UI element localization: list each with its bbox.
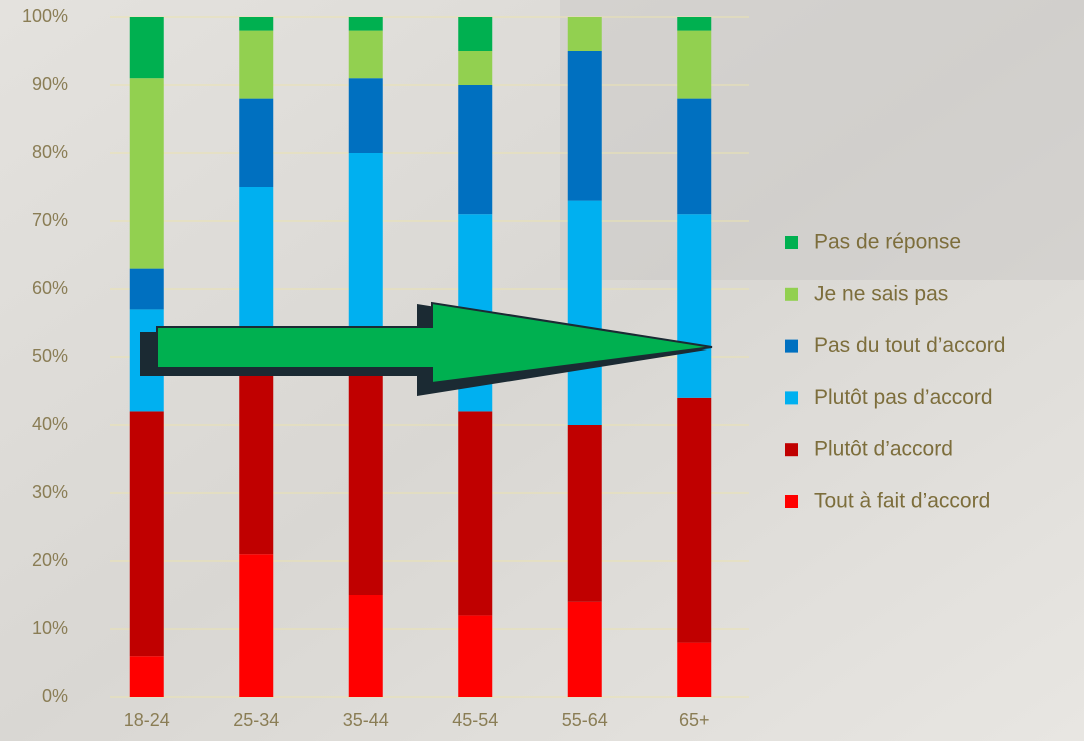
y-tick-label: 100% (22, 6, 68, 26)
bar-segment (129, 268, 164, 310)
bar-segment (348, 30, 383, 79)
y-tick-label: 10% (32, 618, 68, 638)
y-tick-label: 80% (32, 142, 68, 162)
background-window (560, 0, 1084, 280)
bar-segment (348, 17, 383, 31)
x-tick-label: 25-34 (233, 710, 279, 730)
bar-segment (239, 17, 274, 31)
legend-label: Plutôt d’accord (814, 438, 953, 461)
legend-swatch (785, 443, 798, 457)
y-tick-label: 30% (32, 482, 68, 502)
bar-segment (129, 411, 164, 657)
x-tick-label: 65+ (679, 710, 710, 730)
y-tick-label: 70% (32, 210, 68, 230)
legend-label: Plutôt pas d’accord (814, 386, 993, 409)
legend-swatch (785, 339, 798, 353)
legend: Tout à fait d’accord Plutôt d’accord Plutô… (785, 231, 1005, 513)
arrow (140, 301, 713, 396)
legend-swatch (785, 287, 798, 301)
bar-segment (677, 642, 712, 697)
bar-segment (458, 51, 493, 85)
x-tick-label: 18-24 (124, 710, 170, 730)
bar-segment (567, 425, 602, 602)
bar-segment (458, 85, 493, 215)
bar-segment (239, 98, 274, 187)
y-tick-label: 50% (32, 346, 68, 366)
legend-label: Tout à fait d’accord (814, 490, 990, 513)
bar-segment (129, 17, 164, 79)
bar-segment (348, 78, 383, 153)
legend-label: Pas du tout d’accord (814, 334, 1005, 357)
plot: 0% 10% 20% 30% 40% 50% 60% 70% 80% 90% 100% 18-24 25… (22, 6, 749, 730)
bar-segment (677, 98, 712, 215)
bar-segment (677, 17, 712, 31)
bar-segment (567, 51, 602, 201)
y-tick-label: 60% (32, 278, 68, 298)
legend-label: Je ne sais pas (814, 282, 948, 305)
bar-segment (677, 214, 712, 398)
bar-segment (458, 411, 493, 616)
y-tick-label: 40% (32, 414, 68, 434)
legend-swatch (785, 495, 798, 508)
legend-label: Pas de réponse (814, 231, 961, 254)
y-tick-label: 20% (32, 550, 68, 570)
x-tick-label: 35-44 (343, 710, 389, 730)
legend-swatch (785, 236, 798, 249)
y-tick-label: 0% (42, 686, 68, 706)
bar-segment (348, 595, 383, 697)
bar-segment (677, 397, 712, 643)
bar-segment (239, 30, 274, 99)
x-tick-label: 55-64 (562, 710, 608, 730)
legend-swatch (785, 391, 798, 405)
bar-segment (129, 656, 164, 697)
bar-segment (567, 200, 602, 425)
bar-segment (567, 17, 602, 51)
bar-segment (567, 601, 602, 697)
bar-segment (458, 17, 493, 51)
bar-segment (677, 30, 712, 99)
bar-segment (239, 554, 274, 697)
x-tick-label: 45-54 (452, 710, 498, 730)
bar-segment (239, 357, 274, 555)
bar-segment (348, 357, 383, 595)
bar-segment (458, 615, 493, 697)
bar-segment (129, 78, 164, 269)
bar-segment (348, 153, 383, 357)
y-tick-label: 90% (32, 74, 68, 94)
